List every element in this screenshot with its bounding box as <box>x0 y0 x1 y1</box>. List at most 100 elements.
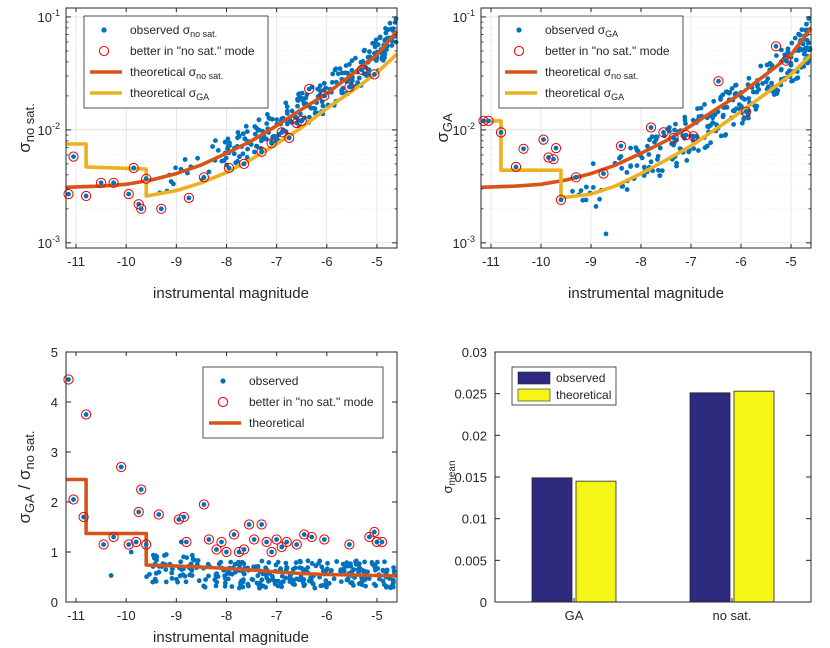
observed-point <box>243 123 249 129</box>
observed-point <box>590 161 596 167</box>
legend-swatch <box>517 388 551 402</box>
observed-point <box>653 137 659 142</box>
observed-point <box>163 567 169 572</box>
observed-point <box>283 100 289 106</box>
better-point-dot <box>186 195 192 201</box>
better-point <box>78 511 89 523</box>
better-point-dot <box>259 522 264 527</box>
better-point-dot <box>321 93 327 99</box>
observed-point <box>201 583 207 589</box>
observed-point <box>335 71 341 77</box>
better-point <box>344 539 355 550</box>
better-point <box>221 546 232 558</box>
observed-point <box>362 577 368 583</box>
panel-noise-sigma: -11 -10 -9 -8 -7 -6 -5 10-3 10-2 10-1 instrumenta… <box>15 7 399 302</box>
better-point-dot <box>743 109 749 115</box>
observed-point <box>235 130 241 135</box>
observed-point <box>128 549 134 555</box>
observed-point <box>353 55 358 61</box>
observed-point <box>284 565 290 571</box>
better-point-dot <box>521 146 526 152</box>
better-point-dot <box>783 58 789 64</box>
better-point <box>141 539 152 550</box>
observed-point <box>659 168 665 174</box>
p2-xlabel: instrumental magnitude <box>568 285 724 302</box>
better-point <box>713 76 724 87</box>
better-point-dot <box>372 72 377 77</box>
better-point-dot <box>206 537 212 542</box>
observed-point <box>793 76 799 81</box>
better-point-dot <box>301 532 307 537</box>
better-point-dot <box>551 156 556 162</box>
better-point-dot <box>101 542 106 547</box>
theoretical-line <box>65 29 399 190</box>
better-point-dot <box>126 191 132 197</box>
observed-point <box>387 20 393 26</box>
observed-point <box>741 116 747 122</box>
x-tick-label: -11 <box>67 254 85 269</box>
observed-point <box>305 565 311 570</box>
legend-label: theoretical <box>249 416 304 430</box>
better-point-dot <box>553 145 559 151</box>
observed-point <box>227 143 233 149</box>
legend-label: better in "no sat." mode <box>545 44 670 58</box>
better-point-dot <box>286 135 292 141</box>
observed-point <box>702 102 707 107</box>
x-tick-label: -5 <box>371 254 383 269</box>
observed-point <box>152 555 157 561</box>
better-point <box>740 106 752 117</box>
better-point-dot <box>111 534 116 540</box>
observed-point <box>228 559 234 565</box>
observed-point <box>278 581 284 586</box>
better-point <box>211 544 222 555</box>
p4-legend: observed theoretical <box>511 366 617 406</box>
legend-label: theoretical σGA <box>130 86 209 102</box>
observed-point <box>321 582 326 588</box>
observed-point <box>214 571 220 577</box>
better-point-dot <box>118 464 124 470</box>
observed-point <box>674 160 679 166</box>
better-point <box>261 536 272 548</box>
observed-point <box>292 582 297 587</box>
observed-point <box>299 90 305 96</box>
observed-point <box>718 97 723 102</box>
better-point-dot <box>126 542 132 547</box>
y-tick-label: 0.015 <box>454 470 487 485</box>
x-tick-label: -11 <box>482 254 500 269</box>
p1-ylabel: σno sat. <box>15 103 37 153</box>
observed-point <box>710 115 716 121</box>
observed-point <box>720 92 726 98</box>
better-point-dot <box>138 487 144 492</box>
y-tick-label: 0.005 <box>454 553 487 568</box>
observed-point <box>727 90 733 95</box>
observed-point <box>255 573 261 579</box>
better-point-dot <box>219 539 224 545</box>
observed-point <box>624 170 630 175</box>
bar-theoretical <box>575 480 617 603</box>
observed-point <box>293 560 299 566</box>
observed-point <box>181 554 187 560</box>
observed-point <box>222 139 228 145</box>
p3-legend: observed better in "no sat." mode theoreti… <box>202 366 384 439</box>
observed-point <box>323 568 329 574</box>
observed-point <box>300 96 305 101</box>
better-point-dot <box>136 509 142 515</box>
observed-point <box>316 561 321 566</box>
observed-point <box>337 66 343 71</box>
observed-point <box>254 580 260 586</box>
better-point <box>123 189 134 200</box>
legend-label: theoretical σGA <box>545 86 624 102</box>
observed-point <box>382 559 387 565</box>
x-tick-label: GA <box>565 608 584 623</box>
observed-point <box>624 187 630 192</box>
observed-point <box>182 157 188 162</box>
observed-point <box>233 160 239 166</box>
observed-point <box>163 552 169 557</box>
better-point-dot <box>648 125 654 130</box>
observed-point <box>731 122 736 127</box>
observed-point <box>298 559 303 565</box>
observed-point <box>343 63 349 68</box>
observed-point <box>739 120 745 126</box>
observed-point <box>240 131 246 137</box>
observed-point <box>196 578 202 584</box>
